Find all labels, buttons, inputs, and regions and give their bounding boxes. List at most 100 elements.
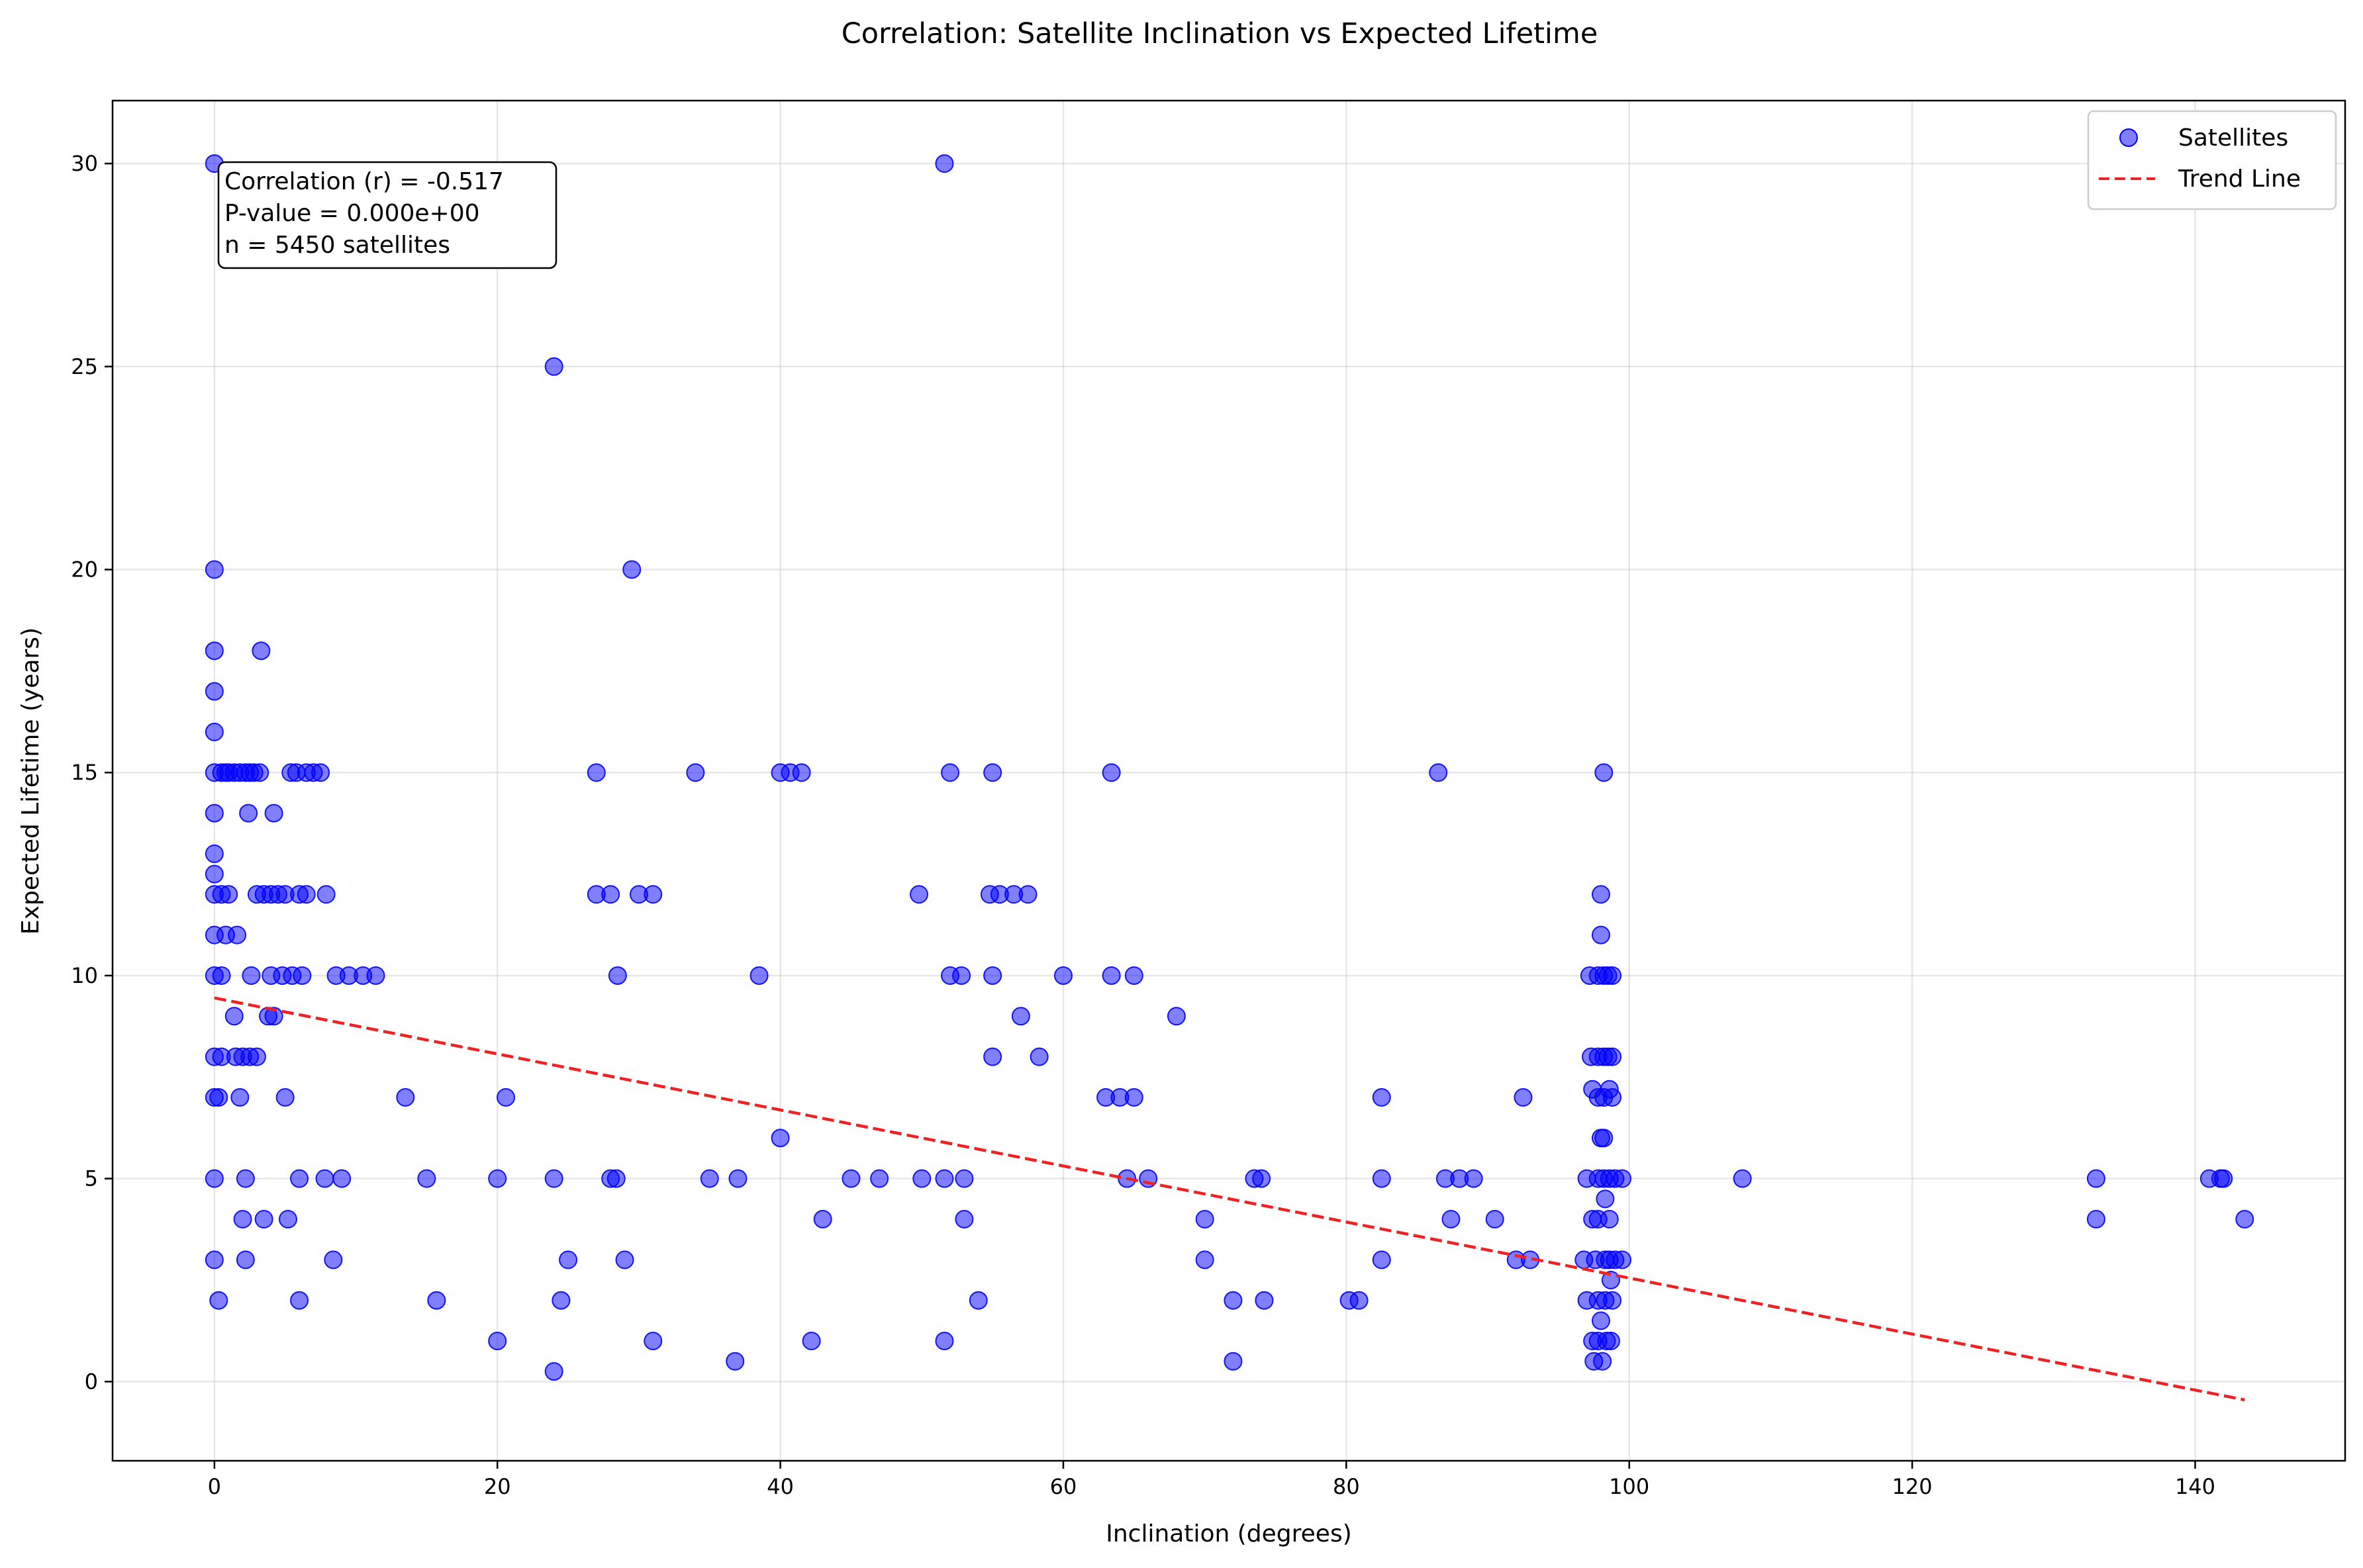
data-point — [212, 966, 231, 985]
data-point — [1053, 966, 1073, 985]
data-point — [427, 1291, 446, 1310]
data-point — [1592, 925, 1610, 945]
data-point — [1102, 966, 1121, 985]
data-point — [935, 154, 954, 173]
data-point — [236, 1169, 255, 1188]
data-point — [316, 885, 336, 904]
y-tick-label: 30 — [71, 151, 98, 176]
data-point — [293, 966, 312, 985]
legend-marker-satellites — [2119, 128, 2138, 147]
data-point — [1596, 1189, 1615, 1209]
data-point — [233, 1210, 252, 1229]
grid — [113, 101, 2345, 1461]
data-point — [224, 1007, 244, 1026]
data-point — [1030, 1047, 1049, 1066]
data-point — [1485, 1210, 1504, 1229]
stats-box-frame — [217, 161, 557, 269]
x-tick-label: 100 — [1609, 1474, 1649, 1499]
data-point — [209, 1087, 228, 1107]
data-point — [396, 1087, 415, 1107]
data-point — [544, 1362, 563, 1381]
data-point — [1603, 1087, 1622, 1107]
data-point — [955, 1169, 974, 1188]
data-point — [1592, 1311, 1610, 1330]
data-point — [247, 1047, 266, 1066]
data-point — [615, 1250, 634, 1269]
data-point — [813, 1210, 832, 1229]
y-tick-label: 25 — [71, 354, 98, 379]
x-axis-title: Inclination (degrees) — [1106, 1520, 1352, 1547]
x-tick-label: 60 — [1050, 1474, 1077, 1499]
data-point — [1733, 1169, 1752, 1188]
data-point — [315, 1169, 334, 1188]
data-point — [230, 1087, 250, 1107]
data-point — [250, 763, 269, 782]
data-point — [792, 763, 811, 782]
data-point — [700, 1169, 719, 1188]
data-point — [205, 864, 224, 884]
data-point — [644, 1332, 663, 1351]
data-point — [1349, 1291, 1369, 1310]
data-point — [1603, 1291, 1622, 1310]
legend-label-trend: Trend Line — [2178, 165, 2301, 193]
data-point — [1603, 1047, 1622, 1066]
x-tick-label: 80 — [1333, 1474, 1360, 1499]
data-point — [311, 763, 330, 782]
data-point — [290, 1291, 309, 1310]
data-point — [1372, 1169, 1391, 1188]
x-tick-label: 20 — [484, 1474, 511, 1499]
data-point — [324, 1250, 343, 1269]
data-point — [488, 1169, 507, 1188]
data-point — [606, 1169, 626, 1188]
data-point — [219, 885, 238, 904]
data-point — [935, 1169, 954, 1188]
data-point — [205, 1169, 224, 1188]
data-point — [1167, 1007, 1186, 1026]
data-point — [297, 885, 316, 904]
data-point — [955, 1210, 974, 1229]
scatter-points — [205, 154, 2254, 1381]
data-point — [728, 1169, 747, 1188]
data-point — [228, 925, 247, 945]
data-point — [290, 1169, 309, 1188]
x-axis-ticks: 0 20 40 60 80 100 120 140 — [208, 1461, 2215, 1499]
data-point — [205, 682, 224, 701]
y-tick-label: 20 — [71, 557, 98, 582]
data-point — [1195, 1250, 1214, 1269]
data-point — [264, 804, 283, 823]
data-point — [497, 1087, 516, 1107]
data-point — [2235, 1210, 2254, 1229]
data-point — [205, 722, 224, 741]
data-point — [802, 1332, 821, 1351]
plot-frame — [111, 99, 2346, 1462]
y-axis-title: Expected Lifetime (years) — [17, 627, 44, 935]
y-tick-label: 10 — [71, 963, 98, 988]
data-point — [242, 966, 261, 985]
x-tick-label: 40 — [767, 1474, 794, 1499]
data-point — [1600, 1210, 1619, 1229]
data-point — [252, 641, 271, 661]
data-point — [366, 966, 385, 985]
x-tick-label: 140 — [2175, 1474, 2215, 1499]
data-point — [1594, 1129, 1614, 1148]
data-point — [1372, 1250, 1391, 1269]
stats-box: Correlation (r) = -0.517 P-value = 0.000… — [217, 161, 557, 269]
data-point — [1224, 1291, 1243, 1310]
data-point — [771, 1129, 790, 1148]
data-point — [1592, 885, 1610, 904]
data-point — [1594, 763, 1614, 782]
data-point — [488, 1332, 507, 1351]
data-point — [205, 641, 224, 661]
data-point — [608, 966, 627, 985]
data-point — [205, 844, 224, 863]
data-point — [983, 1047, 1002, 1066]
data-point — [1613, 1250, 1632, 1269]
data-point — [969, 1291, 988, 1310]
chart-title: Correlation: Satellite Inclination vs Ex… — [842, 17, 1598, 50]
trend-line-path — [214, 996, 2245, 1402]
data-point — [1601, 1271, 1620, 1290]
y-axis-ticks: 0 5 10 15 20 25 30 — [71, 151, 113, 1394]
trend-line — [214, 996, 2245, 1402]
data-point — [2214, 1169, 2233, 1188]
